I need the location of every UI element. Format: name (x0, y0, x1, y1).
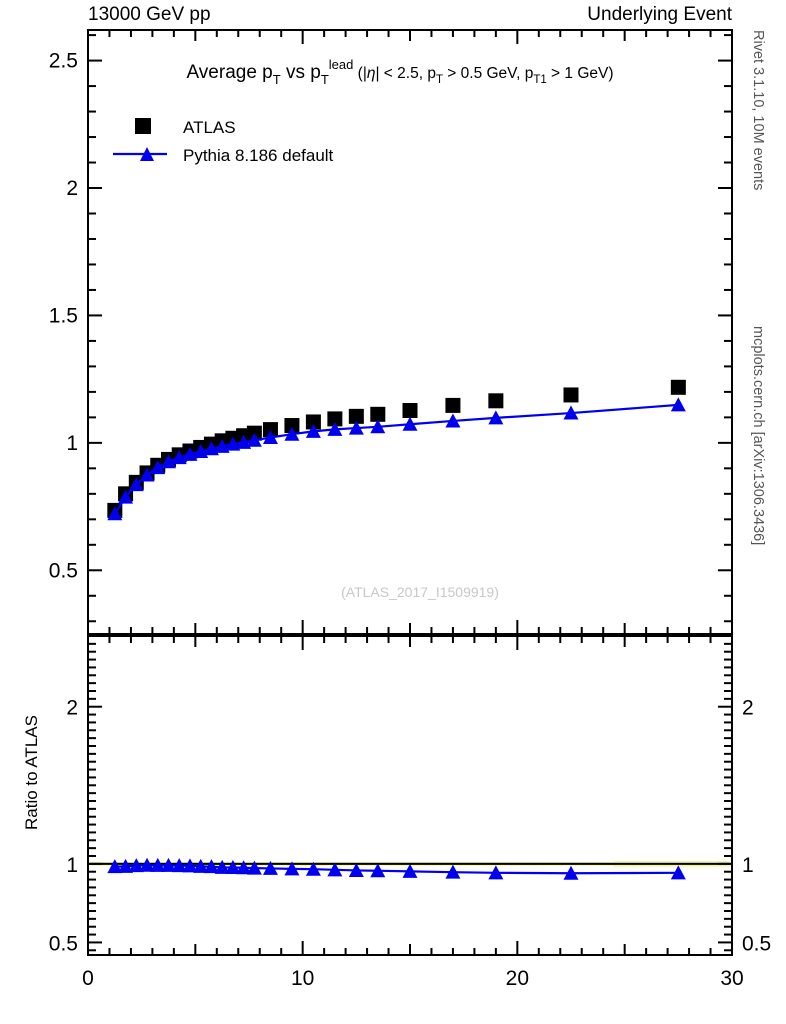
data-point (370, 419, 386, 434)
data-point (203, 441, 219, 456)
ratio-y-tick-label: 0.5 (742, 932, 771, 955)
ratio-data-point (370, 863, 386, 878)
ratio-data-point (262, 860, 278, 875)
ratio-data-point (203, 859, 219, 874)
data-point (128, 477, 144, 492)
ratio-data-point (348, 862, 364, 877)
ratio-data-point (107, 859, 123, 874)
data-point (225, 436, 241, 451)
ratio-data-point (139, 857, 155, 872)
series-pythia-8-186-default (107, 397, 686, 521)
series-atlas (107, 379, 686, 518)
ratio-data-point (402, 863, 418, 878)
ratio-data-point (128, 858, 144, 873)
ratio-data-point (327, 862, 343, 877)
data-point (563, 405, 579, 420)
data-point (563, 387, 579, 403)
y-tick-label: 1 (66, 432, 78, 455)
ratio-axis-label: Ratio to ATLAS (22, 715, 41, 830)
ratio-data-point (284, 861, 300, 876)
data-point (262, 430, 278, 445)
ratio-data-point (171, 858, 187, 873)
plot-title: Average pT vs pTlead (|η| < 2.5, pT > 0.… (186, 57, 613, 87)
x-tick-label: 0 (82, 967, 94, 990)
data-point (370, 406, 386, 422)
legend-marker-square (135, 118, 151, 134)
ratio-data-point (150, 857, 166, 872)
data-point (402, 416, 418, 431)
y-tick-label: 2 (66, 177, 78, 200)
legend-marker-triangle (140, 147, 154, 161)
data-point (214, 438, 230, 453)
data-point (262, 422, 278, 438)
ratio-y-tick-label: 1 (742, 854, 754, 877)
ratio-data-point (670, 865, 686, 880)
data-point (107, 506, 123, 521)
x-tick-label: 10 (291, 967, 314, 990)
data-point (150, 460, 166, 475)
ratio-data-point (305, 861, 321, 876)
ratio-data-point (118, 858, 134, 873)
data-point (161, 454, 176, 469)
y-tick-label: 0.5 (49, 559, 78, 582)
y-tick-label: 2.5 (49, 50, 78, 73)
dataset-watermark: (ATLAS_2017_I1509919) (341, 584, 499, 600)
data-point (348, 408, 364, 424)
data-point (284, 418, 300, 434)
ratio-y-tick-label: 2 (742, 697, 754, 720)
data-point (488, 410, 504, 425)
series-line (113, 403, 679, 515)
data-point (305, 414, 321, 430)
ratio-data-point (161, 857, 176, 872)
data-point (488, 393, 504, 409)
ratio-y-tick-label: 2 (66, 697, 78, 720)
data-point (236, 434, 252, 449)
data-point (445, 397, 461, 413)
ratio-panel: 0.5 0.51 12 20 10 20 30 (49, 635, 771, 990)
legend-entry: ATLAS (135, 118, 236, 137)
ratio-data-point (193, 858, 209, 873)
ratio-y-tick-label: 1 (66, 854, 78, 877)
data-point (402, 402, 418, 418)
data-point (139, 467, 155, 482)
x-tick-label: 30 (720, 967, 743, 990)
ratio-data-point (445, 864, 461, 879)
legend-entry: Pythia 8.186 default (113, 146, 334, 165)
ratio-series (107, 857, 686, 880)
main-panel: 0.5 1 1.5 2 2.5 Average pT vs pTlead (|η| < 2… (49, 29, 733, 635)
legend-label: Pythia 8.186 default (183, 146, 334, 165)
data-point (670, 397, 686, 412)
ratio-plot-frame (87, 635, 733, 956)
legend-label: ATLAS (183, 118, 236, 137)
data-point (327, 411, 343, 427)
data-point (246, 432, 262, 447)
header-left-label: 13000 GeV pp (88, 4, 211, 25)
side-label-mcplots: mcplots.cern.ch [arXiv:1306.3436] (750, 326, 766, 546)
ratio-data-point (488, 865, 504, 880)
data-point (284, 426, 300, 441)
x-tick-label: 20 (506, 967, 529, 990)
ratio-data-point (225, 859, 241, 874)
y-tick-label: 1.5 (49, 304, 78, 327)
data-point (670, 379, 686, 395)
side-label-rivet: Rivet 3.1.10, 10M events (750, 30, 766, 191)
data-point (445, 413, 461, 428)
ratio-y-tick-label: 0.5 (49, 932, 78, 955)
ratio-data-point (246, 860, 262, 875)
header-right-label: Underlying Event (587, 4, 732, 25)
ratio-data-point (182, 858, 198, 873)
data-point (118, 489, 134, 504)
data-point (348, 420, 364, 435)
ratio-data-point (563, 865, 579, 880)
ratio-data-point (214, 859, 230, 874)
data-point (327, 421, 343, 436)
ratio-data-point (236, 860, 252, 875)
data-point (305, 423, 321, 438)
